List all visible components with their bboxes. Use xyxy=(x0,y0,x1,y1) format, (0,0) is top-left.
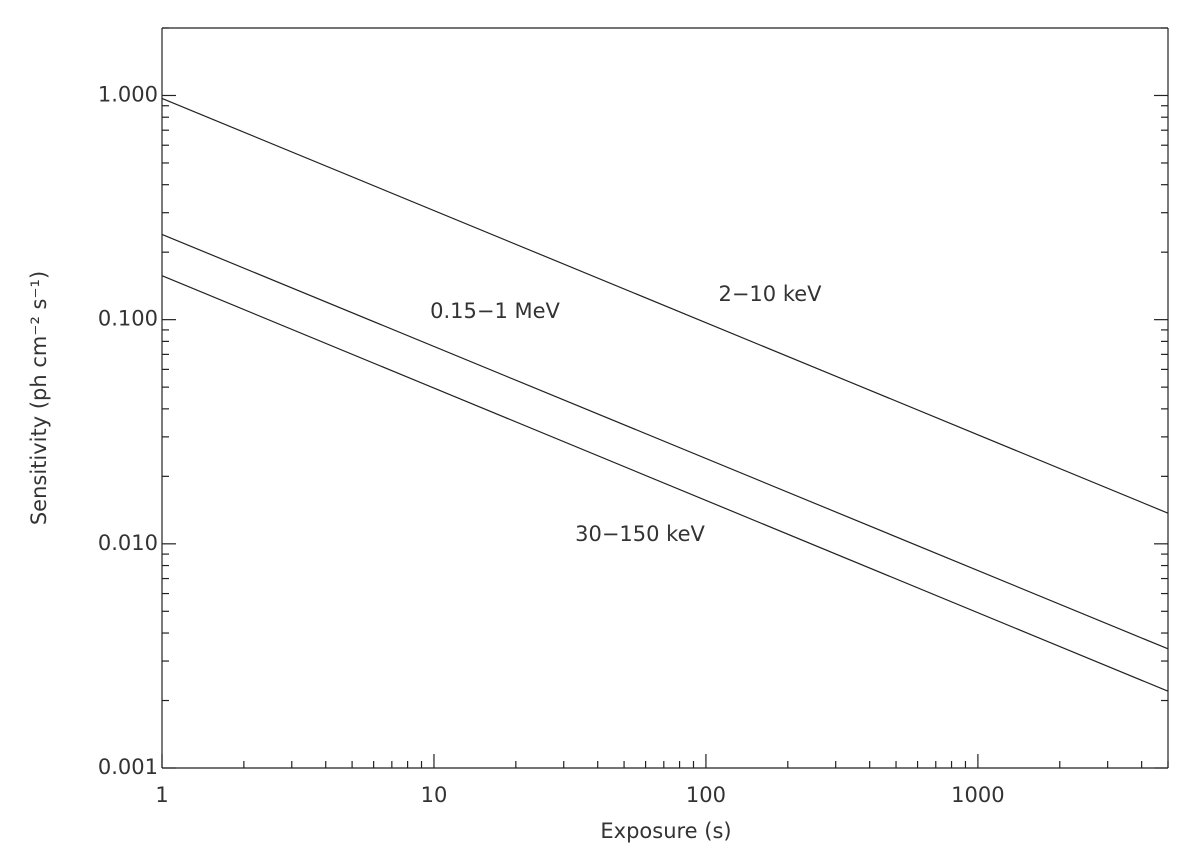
x-axis-label: Exposure (s) xyxy=(600,819,731,843)
x-tick-label: 100 xyxy=(686,783,726,807)
series-label: 2−10 keV xyxy=(718,282,822,306)
series-line xyxy=(161,275,1169,692)
y-tick-label: 0.010 xyxy=(98,531,158,555)
y-tick-label: 0.001 xyxy=(98,755,158,779)
y-tick-label: 0.100 xyxy=(98,307,158,331)
series-line xyxy=(161,97,1169,514)
series-label: 0.15−1 MeV xyxy=(430,299,560,323)
x-tick-label: 1000 xyxy=(951,783,1004,807)
x-tick-label: 10 xyxy=(421,783,448,807)
series-line xyxy=(161,233,1169,650)
y-tick-label: 1.000 xyxy=(98,82,158,106)
y-axis-label: Sensitivity (ph cm⁻² s⁻¹) xyxy=(27,271,51,525)
x-tick-label: 1 xyxy=(155,783,168,807)
series-label: 30−150 keV xyxy=(575,522,705,546)
